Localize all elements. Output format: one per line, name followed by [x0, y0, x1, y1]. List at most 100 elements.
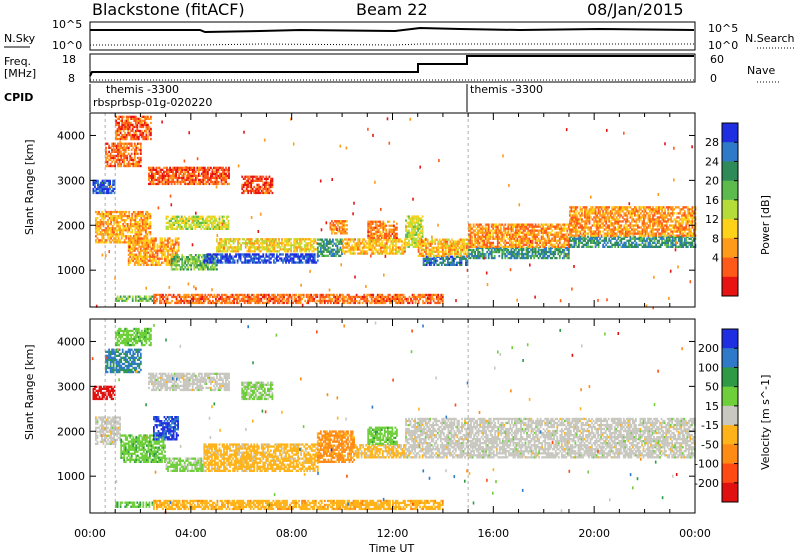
echo-cell — [217, 248, 220, 251]
echo-cell — [333, 242, 336, 245]
echo-cell — [304, 255, 307, 258]
echo-cell — [289, 255, 292, 258]
echo-cell — [501, 233, 504, 236]
echo-cell — [519, 239, 522, 242]
echo-cell — [98, 185, 101, 189]
echo-cell — [420, 225, 422, 228]
echo-cell — [188, 172, 191, 175]
echo-cell — [468, 227, 470, 230]
echo-cell — [420, 229, 422, 232]
echo-cell — [95, 179, 98, 182]
echo-cell — [597, 241, 600, 244]
echo-cell — [284, 238, 286, 241]
echo-cell — [193, 170, 196, 173]
echo-cell — [605, 243, 608, 246]
echo-cell — [656, 241, 659, 244]
echo-cell — [245, 183, 248, 186]
echo-cell — [272, 244, 274, 247]
echo-cell — [308, 248, 311, 251]
echo-cell — [294, 253, 296, 256]
echo-cell — [499, 233, 502, 236]
echo-cell — [480, 223, 482, 226]
echo-cell — [214, 266, 217, 269]
echo-cell — [579, 239, 582, 242]
echo-cell — [244, 253, 247, 256]
echo-cell — [271, 185, 274, 189]
echo-cell — [502, 227, 505, 230]
echo-cell — [180, 219, 183, 222]
echo-cell — [331, 228, 333, 231]
echo-cell — [228, 174, 230, 177]
echo-cell — [367, 220, 370, 223]
echo-cell — [142, 137, 145, 141]
echo-cell — [125, 117, 128, 120]
echo-cell — [333, 252, 336, 255]
echo-cell — [609, 245, 612, 248]
echo-cell — [300, 240, 303, 243]
echo-cell — [251, 257, 254, 260]
echo-cell — [143, 123, 146, 127]
echo-cell — [143, 117, 146, 120]
echo-cell — [510, 223, 513, 226]
echo-cell — [202, 258, 205, 261]
echo-cell — [124, 131, 127, 135]
echo-cell — [212, 253, 215, 256]
echo-cell — [217, 246, 220, 249]
echo-cell — [178, 260, 180, 263]
echo-cell — [632, 237, 635, 240]
echo-cell — [288, 240, 291, 243]
echo-cell — [487, 252, 490, 256]
echo-cell — [181, 268, 184, 271]
echo-cell — [346, 220, 348, 223]
echo-cell — [227, 215, 230, 218]
echo-cell — [220, 259, 222, 262]
echo-cell — [141, 237, 144, 240]
echo-cell — [401, 248, 403, 251]
echo-cell — [590, 237, 592, 240]
echo-cell — [145, 131, 148, 135]
echo-cell — [355, 244, 358, 247]
echo-cell — [384, 242, 387, 245]
echo-cell — [513, 243, 516, 246]
echo-cell — [495, 229, 498, 232]
echo-cell — [477, 225, 479, 228]
echo-cell — [99, 212, 102, 216]
echo-cell — [225, 166, 227, 169]
echo-cell — [483, 235, 486, 238]
echo-cell — [123, 235, 126, 238]
echo-cell — [147, 251, 150, 254]
echo-cell — [372, 242, 375, 245]
echo-cell — [227, 257, 230, 260]
echo-cell — [257, 261, 260, 264]
echo-cell — [171, 227, 174, 230]
echo-cell — [145, 123, 148, 127]
echo-cell — [534, 233, 537, 236]
echo-cell — [237, 250, 239, 253]
echo-cell — [510, 241, 513, 244]
echo-cell — [176, 258, 179, 261]
echo-cell — [117, 229, 120, 232]
echo-cell — [524, 229, 526, 232]
echo-cell — [527, 239, 529, 242]
echo-cell — [218, 221, 221, 224]
echo-cell — [217, 221, 219, 224]
echo-cell — [527, 248, 529, 252]
echo-cell — [300, 246, 303, 249]
echo-cell — [263, 187, 266, 191]
echo-cell — [305, 250, 308, 253]
echo-cell — [515, 223, 517, 226]
echo-cell — [155, 237, 157, 240]
echo-cell — [126, 164, 129, 168]
echo-cell — [548, 227, 551, 230]
echo-cell — [326, 240, 328, 243]
echo-cell — [214, 178, 217, 182]
echo-cell — [524, 235, 526, 238]
echo-cell — [344, 224, 347, 227]
echo-cell — [187, 176, 190, 180]
echo-cell — [558, 227, 561, 230]
echo-cell — [204, 217, 207, 220]
echo-cell — [268, 255, 271, 258]
echo-cell — [475, 231, 478, 234]
echo-cell — [599, 237, 601, 240]
echo-cell — [118, 137, 120, 141]
